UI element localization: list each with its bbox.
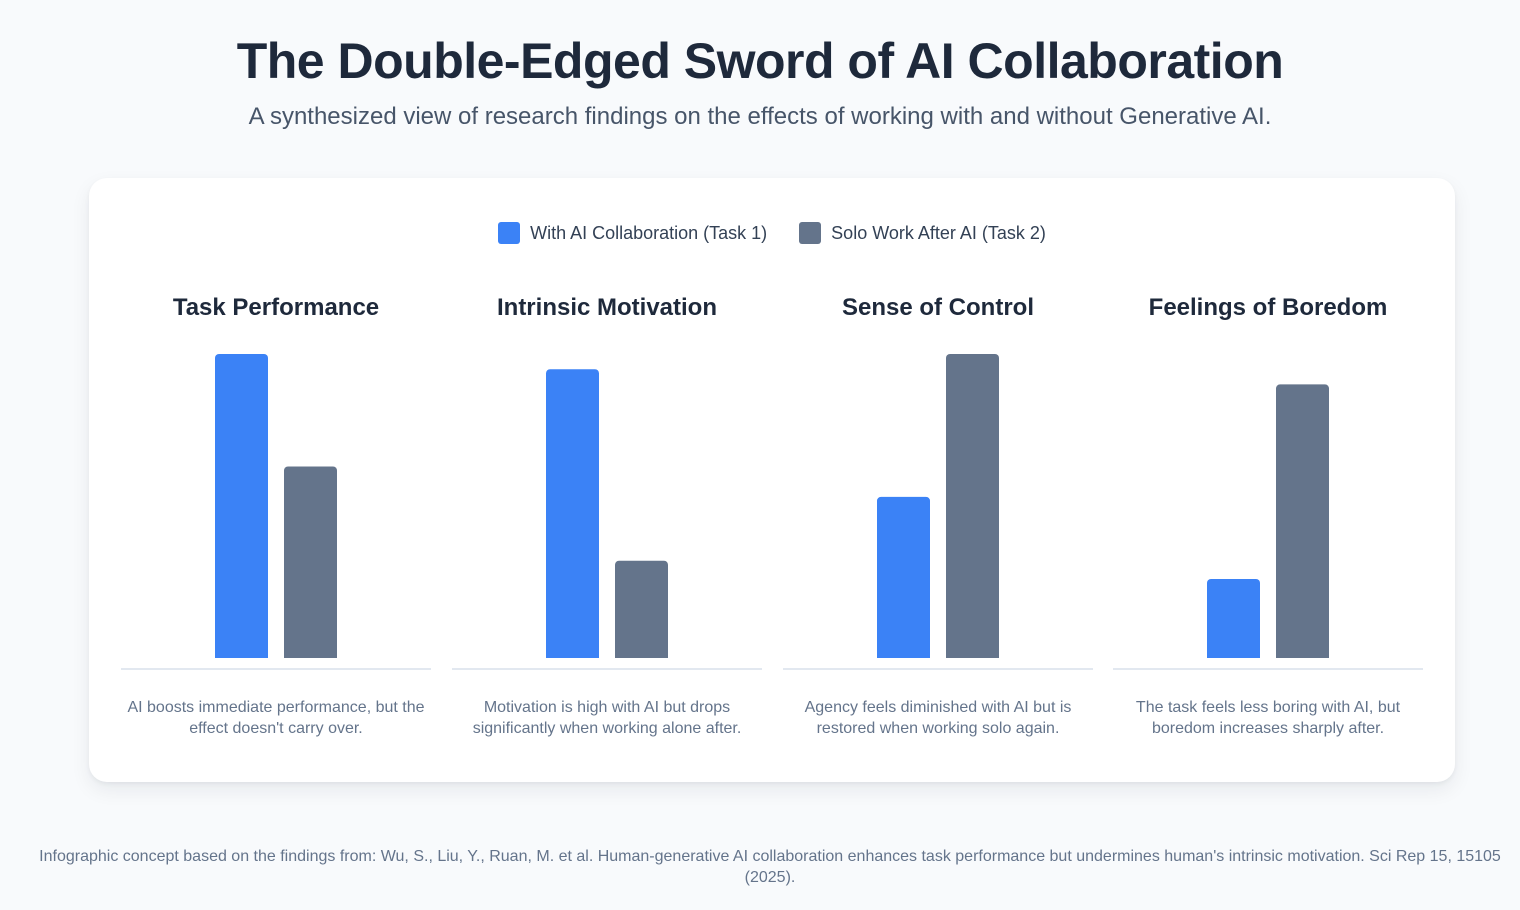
bar-task1-base: [546, 653, 599, 658]
bar-task2: [615, 560, 668, 658]
bar-task2-base: [615, 653, 668, 658]
chart-card: With AI Collaboration (Task 1) Solo Work…: [89, 178, 1455, 782]
bar-chart-intrinsic-motivation: [452, 369, 762, 670]
panel-caption: Motivation is high with AI but drops sig…: [472, 699, 742, 737]
page-title: The Double-Edged Sword of AI Collaborati…: [236, 33, 1284, 89]
bar-task2: [946, 354, 999, 658]
bar-task1: [215, 354, 268, 658]
bar-task1-base: [1207, 653, 1260, 658]
footer-citation: Infographic concept based on the finding…: [39, 848, 1501, 886]
bar-task1: [877, 496, 930, 658]
legend-item-task1: With AI Collaboration (Task 1): [498, 221, 767, 245]
bar-task2-base: [946, 653, 999, 658]
legend-label-task1: With AI Collaboration (Task 1): [530, 222, 768, 243]
bar-task1: [546, 369, 599, 658]
bar-task1: [1207, 578, 1260, 658]
bar-task1-base: [215, 653, 268, 658]
chart-legend: With AI Collaboration (Task 1) Solo Work…: [89, 221, 1455, 245]
panel-feelings-of-boredom: Feelings of Boredom The task feels less …: [1113, 178, 1423, 782]
panel-title: Sense of Control: [841, 294, 1034, 321]
panel-title: Feelings of Boredom: [1148, 294, 1388, 321]
bar-task2: [1276, 384, 1329, 658]
bar-task2-base: [1276, 653, 1329, 658]
bar-chart-task-performance: [121, 354, 431, 670]
page-subtitle: A synthesized view of research findings …: [248, 103, 1272, 130]
panel-caption: Agency feels diminished with AI but is r…: [804, 699, 1072, 737]
panel-title: Task Performance: [172, 294, 380, 321]
panel-caption: AI boosts immediate performance, but the…: [127, 699, 425, 737]
bar-task1-base: [877, 653, 930, 658]
bar-task2: [284, 466, 337, 658]
legend-item-task2: Solo Work After AI (Task 2): [799, 221, 1046, 245]
legend-swatch-task1: [498, 222, 521, 244]
bar-chart-sense-of-control: [783, 354, 1093, 670]
bar-chart-feelings-of-boredom: [1113, 384, 1423, 670]
panel-title: Intrinsic Motivation: [496, 294, 717, 321]
bar-task2-base: [284, 653, 337, 658]
panel-intrinsic-motivation: Intrinsic Motivation Motivation is high …: [452, 178, 762, 782]
legend-swatch-task2: [799, 222, 822, 244]
panel-caption: The task feels less boring with AI, but …: [1135, 699, 1401, 737]
panel-sense-of-control: Sense of Control Agency feels diminished…: [783, 178, 1093, 782]
panel-task-performance: Task Performance AI boosts immediate per…: [121, 178, 431, 782]
legend-label-task2: Solo Work After AI (Task 2): [831, 222, 1046, 243]
